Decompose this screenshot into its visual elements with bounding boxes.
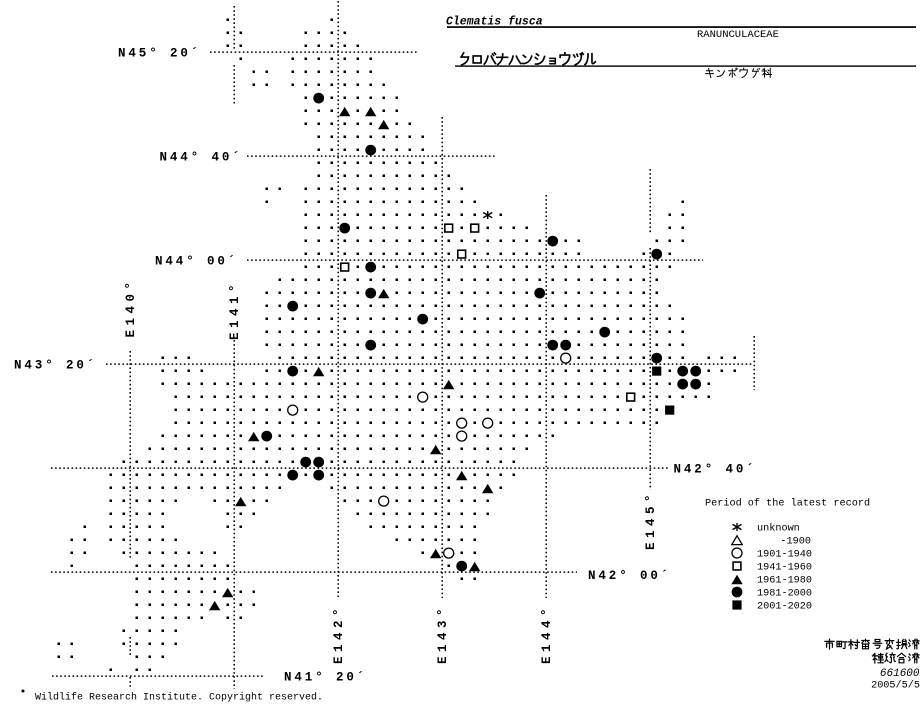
svg-text:E141°: E141° — [228, 280, 242, 340]
svg-text:N42° 40´: N42° 40´ — [674, 463, 757, 477]
svg-text:N41° 20´: N41° 20´ — [284, 671, 367, 685]
svg-text:E140°: E140° — [124, 277, 138, 337]
svg-text:1981-2000: 1981-2000 — [757, 589, 812, 600]
svg-text:unknown: unknown — [757, 523, 800, 535]
svg-text:1901-1940: 1901-1940 — [757, 550, 812, 561]
svg-text:N43° 20´: N43° 20´ — [14, 359, 97, 373]
svg-text:1961-1980: 1961-1980 — [757, 576, 812, 587]
svg-text:Period of the latest record: Period of the latest record — [705, 498, 870, 510]
svg-text:2005/5/5: 2005/5/5 — [871, 679, 920, 691]
svg-text:N44° 00´: N44° 00´ — [155, 255, 238, 269]
svg-text:-1900: -1900 — [780, 537, 811, 548]
svg-text:2001-2020: 2001-2020 — [757, 602, 812, 613]
svg-text:N45° 20´: N45° 20´ — [118, 47, 201, 61]
svg-text:N44° 40´: N44° 40´ — [160, 151, 243, 165]
svg-text:RANUNCULACEAE: RANUNCULACEAE — [697, 29, 779, 41]
svg-text:1941-1960: 1941-1960 — [757, 563, 812, 574]
svg-text:Wildlife Research Institute. C: Wildlife Research Institute. Copyright r… — [35, 691, 323, 703]
svg-text:E144°: E144° — [540, 604, 554, 664]
svg-text:E143°: E143° — [436, 604, 450, 664]
svg-text:E145°: E145° — [644, 490, 658, 550]
svg-text:N42° 00´: N42° 00´ — [588, 569, 671, 583]
svg-text:Clematis fusca: Clematis fusca — [446, 16, 543, 29]
svg-text:E142°: E142° — [332, 604, 346, 664]
svg-text:661600: 661600 — [880, 668, 920, 680]
